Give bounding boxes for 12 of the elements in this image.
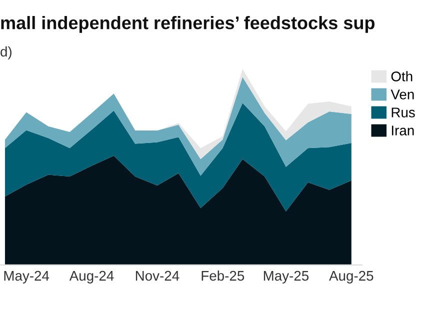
x-tick-label: Feb-25 bbox=[202, 270, 244, 281]
x-tick-label: Aug-24 bbox=[69, 270, 114, 284]
chart-subtitle: d) bbox=[0, 46, 12, 60]
legend-label: Oth bbox=[391, 71, 412, 82]
x-tick-label: Nov-24 bbox=[136, 270, 180, 281]
legend-label: Iran bbox=[392, 126, 414, 136]
x-tick-label: May-24 bbox=[4, 270, 50, 284]
x-tick-label: May-25 bbox=[264, 270, 309, 284]
x-tick-label: Aug-25 bbox=[329, 270, 374, 284]
chart-title: mall independent refineries’ feedstocks sup bbox=[1, 16, 375, 33]
legend-label: Ven bbox=[390, 90, 414, 100]
legend-label: Rus bbox=[392, 108, 415, 118]
